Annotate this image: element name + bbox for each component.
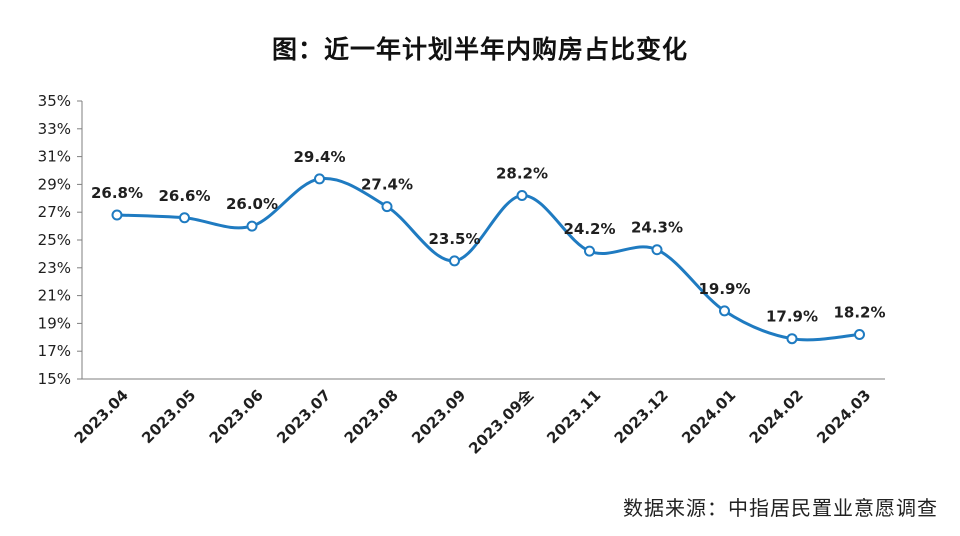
data-label: 27.4% [361,176,413,194]
data-label: 28.2% [496,165,548,183]
y-tick-label: 27% [38,203,71,221]
data-label: 19.9% [698,280,750,298]
x-tick-label: 2023.09全 [465,385,537,457]
x-tick-label: 2023.11 [543,386,604,447]
y-tick-label: 25% [38,231,71,249]
data-point [246,220,258,232]
x-tick-label: 2023.06 [206,386,267,447]
data-point [651,244,663,256]
data-point [381,201,393,213]
data-point [786,333,798,345]
chart-title: 图：近一年计划半年内购房占比变化 [271,35,688,64]
data-point [111,209,123,221]
data-label: 18.2% [833,304,885,322]
y-tick-label: 31% [38,148,71,166]
y-tick-label: 33% [38,120,71,138]
x-tick-label: 2024.03 [813,386,874,447]
y-tick-label: 21% [38,287,71,305]
data-label: 24.2% [563,220,615,238]
data-point [449,255,460,267]
y-tick-label: 35% [38,92,71,110]
y-tick-label: 15% [38,370,71,388]
x-tick-label: 2023.09 [408,386,469,447]
data-label: 24.3% [631,219,683,237]
data-point [314,173,325,185]
data-label: 26.0% [226,195,278,213]
data-label: 23.5% [428,230,480,248]
x-tick-label: 2024.02 [746,386,807,447]
y-tick-label: 17% [38,342,71,360]
y-tick-label: 19% [38,314,71,332]
data-point [516,190,528,202]
data-label: 17.9% [766,308,818,326]
data-point [719,305,730,317]
data-point [179,212,190,224]
x-tick-label: 2023.08 [341,386,402,447]
x-tick-label: 2023.05 [138,386,199,447]
data-point [854,329,865,341]
x-tick-label: 2023.04 [71,386,132,447]
data-label: 26.8% [91,184,143,202]
x-tick-label: 2023.12 [611,386,672,447]
data-label: 26.6% [158,187,210,205]
data-label: 29.4% [293,148,345,166]
y-tick-label: 23% [38,259,71,277]
source-note: 数据来源：中指居民置业意愿调查 [623,496,938,520]
x-tick-label: 2024.01 [678,386,739,447]
x-tick-label: 2023.07 [273,386,334,447]
y-tick-label: 29% [38,175,71,193]
data-point [584,245,595,257]
